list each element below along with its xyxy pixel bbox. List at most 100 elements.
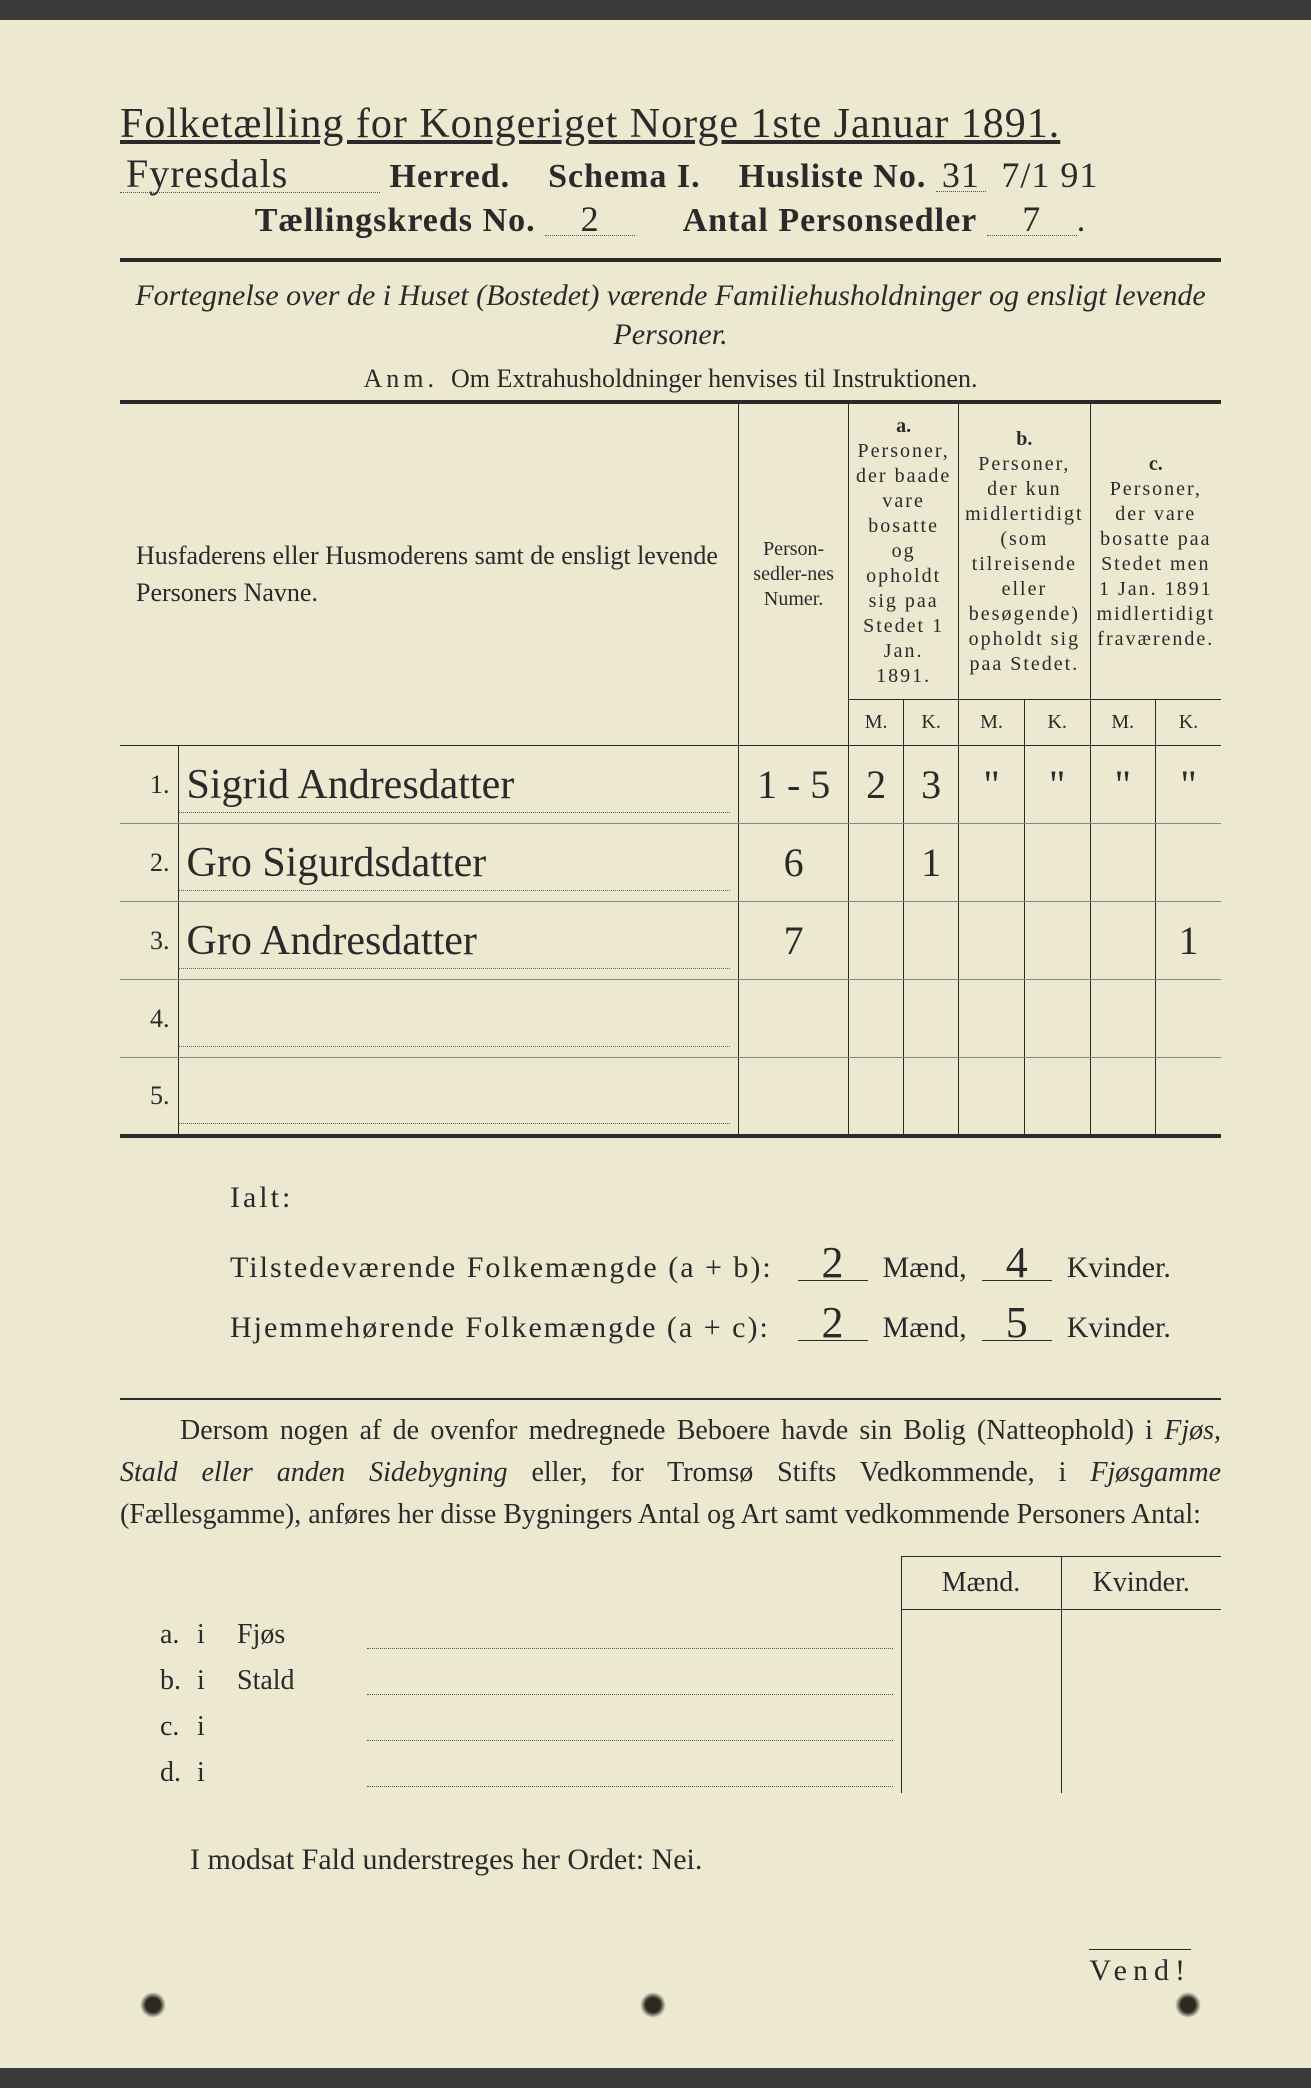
row-num: 2. xyxy=(120,824,178,902)
row-name xyxy=(178,1058,739,1136)
row-a-k: 3 xyxy=(904,746,959,824)
husliste-date: 7/1 91 xyxy=(995,159,1104,191)
col-b-k: K. xyxy=(1024,700,1090,746)
ialt-label: Ialt: xyxy=(230,1168,1221,1228)
row-personsedler: 1 - 5 xyxy=(739,746,849,824)
totals-line2: Hjemmehørende Folkemængde (a + c): 2 Mæn… xyxy=(230,1298,1221,1358)
sub-lab: a. xyxy=(120,1609,189,1655)
row-b-m xyxy=(959,1058,1025,1136)
row-personsedler xyxy=(739,1058,849,1136)
col-b-header: b. Personer, der kun midlertidigt (som t… xyxy=(959,402,1090,700)
sub-fill xyxy=(359,1701,901,1747)
row-b-k xyxy=(1024,1058,1090,1136)
anm-note: Anm. Om Extrahusholdninger henvises til … xyxy=(120,364,1221,394)
sub-k xyxy=(1061,1655,1221,1701)
row-name: Sigrid Andresdatter xyxy=(178,746,739,824)
row-a-k xyxy=(904,980,959,1058)
sub-type: Stald xyxy=(229,1655,359,1701)
subtable-row: c.i xyxy=(120,1701,1221,1747)
husliste-label: Husliste No. xyxy=(739,158,927,195)
row-c-k: 1 xyxy=(1156,902,1221,980)
col-c-m: M. xyxy=(1090,700,1155,746)
sub-fill xyxy=(359,1609,901,1655)
row-c-m: " xyxy=(1090,746,1155,824)
row-a-m xyxy=(849,902,904,980)
row-b-k: " xyxy=(1024,746,1090,824)
row-b-k xyxy=(1024,902,1090,980)
sub-m xyxy=(901,1747,1061,1793)
row-name xyxy=(178,980,739,1058)
subtable-row: a.iFjøs xyxy=(120,1609,1221,1655)
footer-line: I modsat Fald understreges her Ordet: Ne… xyxy=(190,1843,1221,1877)
col-name-header: Husfaderens eller Husmoderens samt de en… xyxy=(120,402,739,746)
row-b-m: " xyxy=(959,746,1025,824)
subtable-row: d.i xyxy=(120,1747,1221,1793)
row-num: 1. xyxy=(120,746,178,824)
household-table: Husfaderens eller Husmoderens samt de en… xyxy=(120,400,1221,1138)
sub-fill xyxy=(359,1747,901,1793)
divider xyxy=(120,258,1221,262)
husliste-value: 31 xyxy=(936,159,986,192)
row-a-m: 2 xyxy=(849,746,904,824)
line2-m: 2 xyxy=(798,1305,868,1341)
row-a-m xyxy=(849,980,904,1058)
col-c-header: c. Personer, der vare bosatte paa Stedet… xyxy=(1090,402,1221,700)
table-row: 4. xyxy=(120,980,1221,1058)
row-name: Gro Andresdatter xyxy=(178,902,739,980)
sub-head-k: Kvinder. xyxy=(1061,1556,1221,1609)
herred-line: Fyresdals Herred. Schema I. Husliste No.… xyxy=(120,156,1221,196)
row-personsedler: 7 xyxy=(739,902,849,980)
sub-lab: d. xyxy=(120,1747,189,1793)
row-personsedler xyxy=(739,980,849,1058)
row-b-k xyxy=(1024,980,1090,1058)
sub-i: i xyxy=(189,1609,229,1655)
herred-value: Fyresdals xyxy=(120,156,380,193)
form-title: Folketælling for Kongeriget Norge 1ste J… xyxy=(120,100,1221,148)
form-subtitle: Fortegnelse over de i Huset (Bostedet) v… xyxy=(120,276,1221,354)
sub-type xyxy=(229,1747,359,1793)
herred-label: Herred. xyxy=(390,158,511,195)
totals-line1: Tilstedeværende Folkemængde (a + b): 2 M… xyxy=(230,1238,1221,1298)
row-personsedler: 6 xyxy=(739,824,849,902)
sub-lab: b. xyxy=(120,1655,189,1701)
kreds-value: 2 xyxy=(545,203,635,236)
col-b-m: M. xyxy=(959,700,1025,746)
col-a-m: M. xyxy=(849,700,904,746)
table-row: 2.Gro Sigurdsdatter61 xyxy=(120,824,1221,902)
totals-block: Ialt: Tilstedeværende Folkemængde (a + b… xyxy=(230,1168,1221,1358)
row-num: 3. xyxy=(120,902,178,980)
row-c-k xyxy=(1156,824,1221,902)
col-num-header: Person-sedler-nes Numer. xyxy=(739,402,849,746)
row-c-m xyxy=(1090,980,1155,1058)
dwelling-paragraph: Dersom nogen af de ovenfor medregnede Be… xyxy=(120,1410,1221,1536)
row-b-k xyxy=(1024,824,1090,902)
sub-k xyxy=(1061,1747,1221,1793)
row-b-m xyxy=(959,902,1025,980)
sub-i: i xyxy=(189,1747,229,1793)
table-row: 3.Gro Andresdatter7 1 xyxy=(120,902,1221,980)
sub-i: i xyxy=(189,1655,229,1701)
row-num: 5. xyxy=(120,1058,178,1136)
row-b-m xyxy=(959,980,1025,1058)
line1-k: 4 xyxy=(982,1245,1052,1281)
row-c-k xyxy=(1156,1058,1221,1136)
row-c-m xyxy=(1090,902,1155,980)
schema-label: Schema I. xyxy=(548,158,701,195)
table-row: 1.Sigrid Andresdatter1 - 523"""" xyxy=(120,746,1221,824)
sub-fill xyxy=(359,1655,901,1701)
row-b-m xyxy=(959,824,1025,902)
sub-type xyxy=(229,1701,359,1747)
sub-k xyxy=(1061,1609,1221,1655)
row-a-k xyxy=(904,902,959,980)
sub-k xyxy=(1061,1701,1221,1747)
row-c-m xyxy=(1090,1058,1155,1136)
row-a-m xyxy=(849,824,904,902)
sub-lab: c. xyxy=(120,1701,189,1747)
row-a-k xyxy=(904,1058,959,1136)
col-c-k: K. xyxy=(1156,700,1221,746)
sub-m xyxy=(901,1609,1061,1655)
row-a-m xyxy=(849,1058,904,1136)
col-a-header: a. Personer, der baade vare bosatte og o… xyxy=(849,402,959,700)
sub-m xyxy=(901,1655,1061,1701)
row-c-m xyxy=(1090,824,1155,902)
